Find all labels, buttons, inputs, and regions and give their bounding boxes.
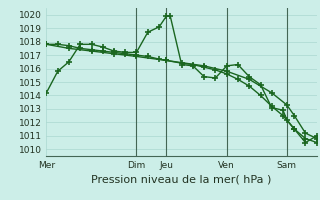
X-axis label: Pression niveau de la mer( hPa ): Pression niveau de la mer( hPa ) (92, 174, 272, 184)
